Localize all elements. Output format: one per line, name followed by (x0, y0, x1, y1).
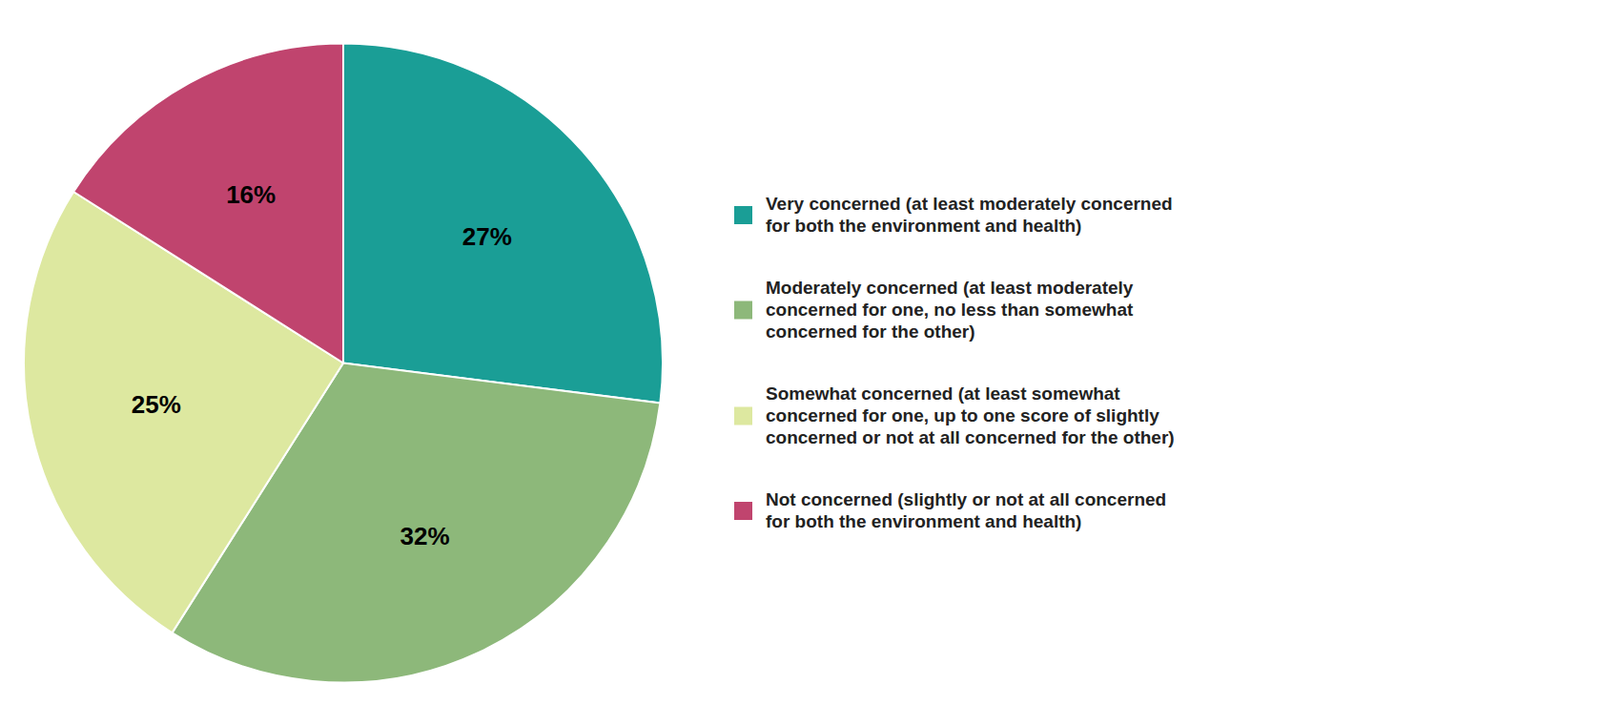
legend-label-line: Not concerned (slightly or not at all co… (765, 489, 1167, 510)
legend-swatch (734, 407, 753, 426)
legend-label-line: concerned for one, up to one score of sl… (765, 405, 1160, 426)
legend-label-line: concerned for one, no less than somewhat (765, 299, 1134, 320)
legend-label-line: Somewhat concerned (at least somewhat (765, 383, 1121, 404)
data-labels: 27% 32% 25% 16% (131, 180, 513, 551)
legend-item: Very concerned (at least moderately conc… (734, 193, 1173, 236)
legend-label: Not concerned (slightly or not at all co… (765, 489, 1167, 532)
legend-swatch (734, 301, 753, 320)
legend-item: Somewhat concerned (at least somewhatcon… (734, 383, 1175, 448)
legend-label-line: concerned or not at all concerned for th… (765, 427, 1175, 448)
data-label: 32% (400, 521, 451, 551)
legend-label: Somewhat concerned (at least somewhatcon… (765, 383, 1175, 448)
pie-slice (73, 43, 344, 364)
legend-item: Moderately concerned (at least moderatel… (734, 277, 1134, 342)
data-label: 27% (462, 222, 513, 251)
legend-label-line: for both the environment and health) (765, 511, 1082, 532)
legend-swatch (734, 501, 753, 520)
pie-slice (343, 43, 663, 404)
data-label: 16% (225, 180, 276, 209)
legend: Very concerned (at least moderately conc… (734, 193, 1175, 532)
legend-label-line: for both the environment and health) (765, 215, 1082, 236)
legend-label-line: Very concerned (at least moderately conc… (765, 193, 1173, 214)
legend-label-line: concerned for the other) (765, 321, 976, 342)
data-label: 25% (131, 389, 182, 419)
chart: 27% 32% 25% 16% Very concerned (at least mod… (0, 0, 1600, 726)
legend-swatch (734, 205, 753, 225)
pie (23, 43, 663, 683)
legend-item: Not concerned (slightly or not at all co… (734, 489, 1167, 532)
legend-label-line: Moderately concerned (at least moderatel… (765, 277, 1134, 298)
legend-label: Very concerned (at least moderately conc… (765, 193, 1173, 236)
legend-label: Moderately concerned (at least moderatel… (765, 277, 1134, 342)
